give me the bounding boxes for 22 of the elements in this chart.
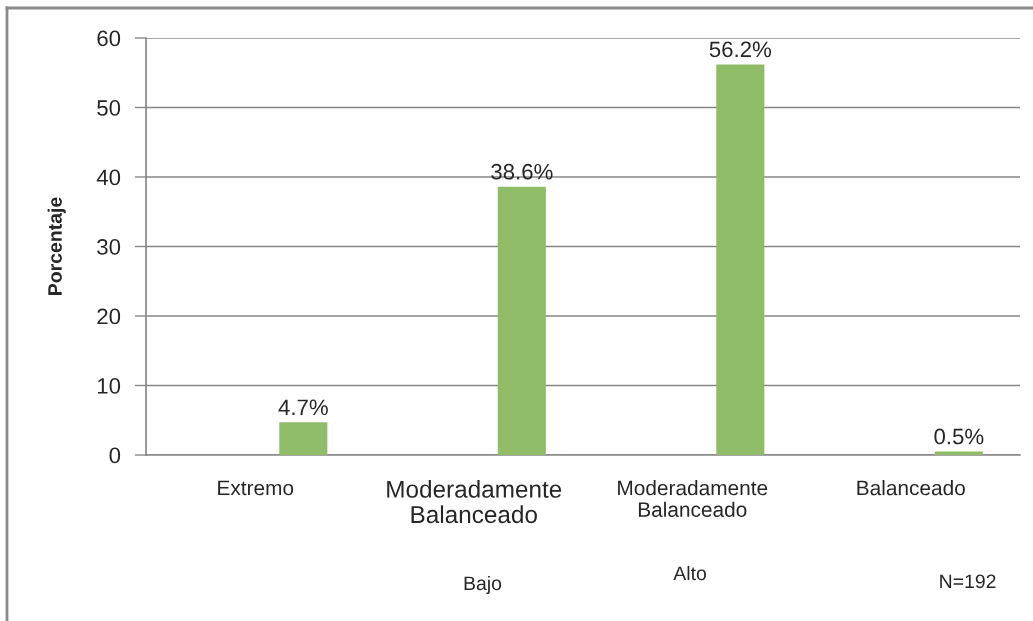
- data-label: 4.7%: [278, 399, 328, 416]
- data-label: 0.5%: [934, 428, 984, 445]
- bar: [497, 186, 546, 455]
- x-tick-label: Moderadamente Balanceado: [387, 480, 562, 524]
- y-tick-label: 30: [97, 239, 121, 255]
- data-label: 38.6%: [491, 163, 553, 180]
- x-tick-label: Balanceado: [857, 480, 965, 496]
- y-tick-label: 60: [97, 30, 121, 47]
- y-axis-title: Porcentaje: [47, 197, 66, 295]
- y-tick-label: 0: [109, 447, 121, 464]
- text: Bajo: [464, 575, 502, 595]
- bar: [279, 422, 328, 455]
- text: N=192: [940, 574, 996, 589]
- x-tick-label: Extremo: [218, 480, 294, 496]
- y-tick-label: 10: [97, 378, 121, 394]
- y-tick-label: 20: [97, 308, 121, 325]
- y-tick-label: 50: [97, 100, 121, 116]
- text: Alto: [673, 565, 706, 581]
- x-tick-label: Moderadamente Balanceado: [618, 480, 768, 517]
- data-label: 56.2%: [709, 41, 772, 58]
- y-tick-label: 40: [96, 169, 121, 186]
- bar: [716, 64, 765, 455]
